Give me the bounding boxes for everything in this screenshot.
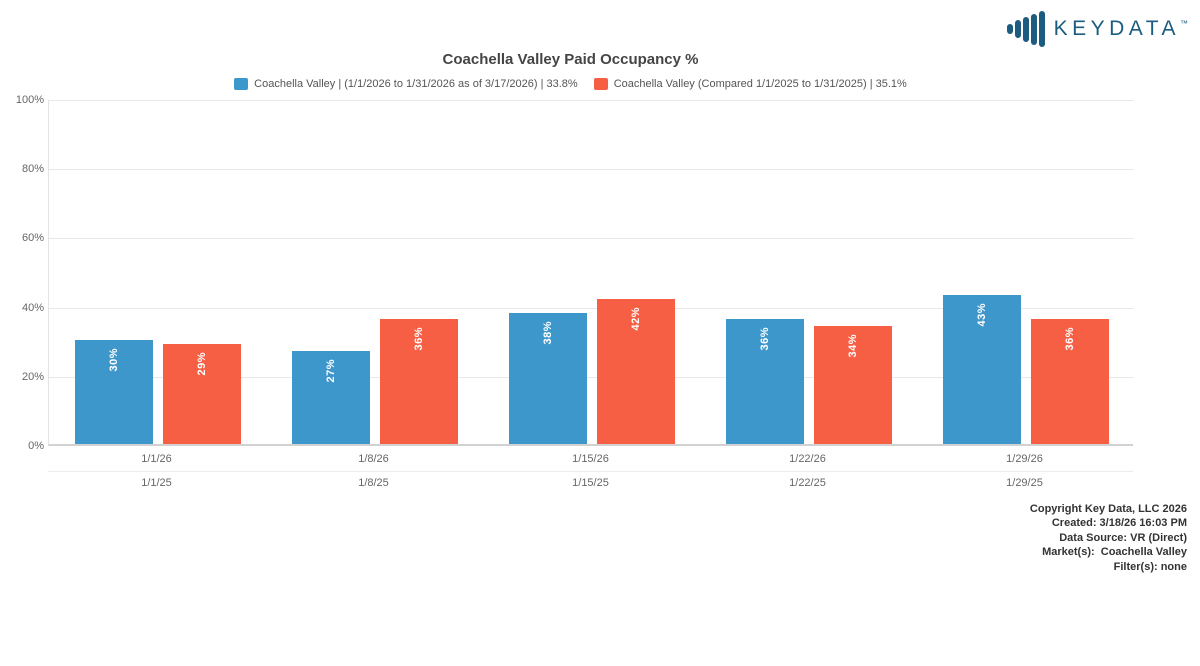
keydata-wordmark: KEYDATA™	[1054, 17, 1188, 41]
x-axis-label: 1/1/25	[141, 477, 172, 489]
x-axis-label: 1/29/26	[1006, 453, 1043, 465]
footer-copyright: Copyright Key Data, LLC 2026	[1029, 503, 1187, 515]
bar: 30%	[74, 340, 153, 444]
footer-filters: Filter(s): none	[1113, 560, 1187, 573]
footer-created: Created: 3/18/26 16:03 PM	[1051, 517, 1187, 530]
x-axis-label: 1/8/26	[358, 453, 389, 465]
chart-title: Coachella Valley Paid Occupancy %	[442, 51, 699, 68]
bar-value-label: 34%	[846, 334, 859, 358]
bar-value-label: 38%	[541, 320, 554, 345]
bar: 36%	[1030, 319, 1109, 444]
gridline	[49, 238, 1134, 240]
bar: 36%	[725, 319, 804, 444]
x-axis-label: 1/15/25	[572, 477, 609, 489]
bar: 34%	[813, 326, 892, 444]
bar-value-label: 29%	[195, 351, 208, 376]
bar-value-label: 42%	[629, 306, 642, 331]
bar-value-label: 43%	[975, 303, 988, 327]
x-axis-label: 1/15/26	[572, 453, 609, 465]
logo-text: KEYDATA	[1053, 17, 1180, 40]
gridline	[49, 376, 1134, 378]
x-axis-label: 1/22/26	[789, 453, 826, 465]
bar: 38%	[508, 312, 587, 444]
bar: 43%	[942, 295, 1021, 444]
legend-swatch	[234, 78, 249, 90]
bar-value-label: 36%	[1063, 327, 1076, 351]
legend-item-current-period[interactable]: Coachella Valley | (1/1/2026 to 1/31/202…	[234, 78, 578, 90]
bar-value-label: 36%	[758, 327, 771, 351]
bar: 27%	[291, 350, 370, 444]
bar: 36%	[379, 319, 458, 444]
keydata-logo: KEYDATA™	[1005, 11, 1188, 47]
legend-label: Coachella Valley | (1/1/2026 to 1/31/202…	[254, 78, 578, 90]
legend-label: Coachella Valley (Compared 1/1/2025 to 1…	[613, 78, 907, 90]
y-axis: 0% 20% 40% 60% 80% 100%	[0, 94, 44, 452]
x-axis-label: 1/22/25	[789, 477, 826, 489]
x-axis-row-current-year: 1/1/26 1/8/26 1/15/26 1/22/26 1/29/26	[48, 453, 1133, 467]
gridline	[49, 169, 1134, 171]
bar: 42%	[596, 298, 675, 444]
keydata-bars-icon	[1005, 11, 1045, 47]
legend-item-compared-period[interactable]: Coachella Valley (Compared 1/1/2025 to 1…	[593, 78, 907, 90]
y-axis-tick-label: 40%	[21, 301, 44, 314]
y-axis-tick-label: 100%	[15, 94, 44, 106]
y-axis-tick-label: 80%	[21, 163, 44, 176]
x-axis-label: 1/8/25	[358, 477, 389, 489]
bar-chart-plot-area: 30% 29% 27% 36% 38% 42% 36% 34% 43% 36%	[48, 100, 1134, 446]
y-axis-tick-label: 20%	[21, 370, 44, 383]
bar-value-label: 36%	[412, 327, 425, 351]
bar-value-label: 27%	[324, 358, 337, 383]
y-axis-tick-label: 0%	[28, 440, 44, 452]
y-axis-tick-label: 60%	[21, 232, 44, 245]
x-axis-label: 1/1/26	[141, 453, 172, 465]
x-axis-separator-line	[48, 471, 1133, 472]
footer-data-source: Data Source: VR (Direct)	[1059, 531, 1187, 544]
gridline	[49, 307, 1134, 309]
legend-swatch	[593, 78, 608, 90]
gridline	[49, 100, 1134, 101]
bar: 29%	[162, 343, 241, 444]
legend: Coachella Valley | (1/1/2026 to 1/31/202…	[0, 78, 1141, 90]
footer-meta: Copyright Key Data, LLC 2026 Created: 3/…	[1030, 502, 1187, 574]
trademark-symbol: ™	[1180, 19, 1188, 28]
bar-value-label: 30%	[107, 348, 120, 372]
x-axis-row-compared-year: 1/1/25 1/8/25 1/15/25 1/22/25 1/29/25	[48, 477, 1133, 491]
footer-markets: Market(s): Coachella Valley	[1042, 546, 1187, 559]
x-axis-label: 1/29/25	[1006, 477, 1043, 489]
